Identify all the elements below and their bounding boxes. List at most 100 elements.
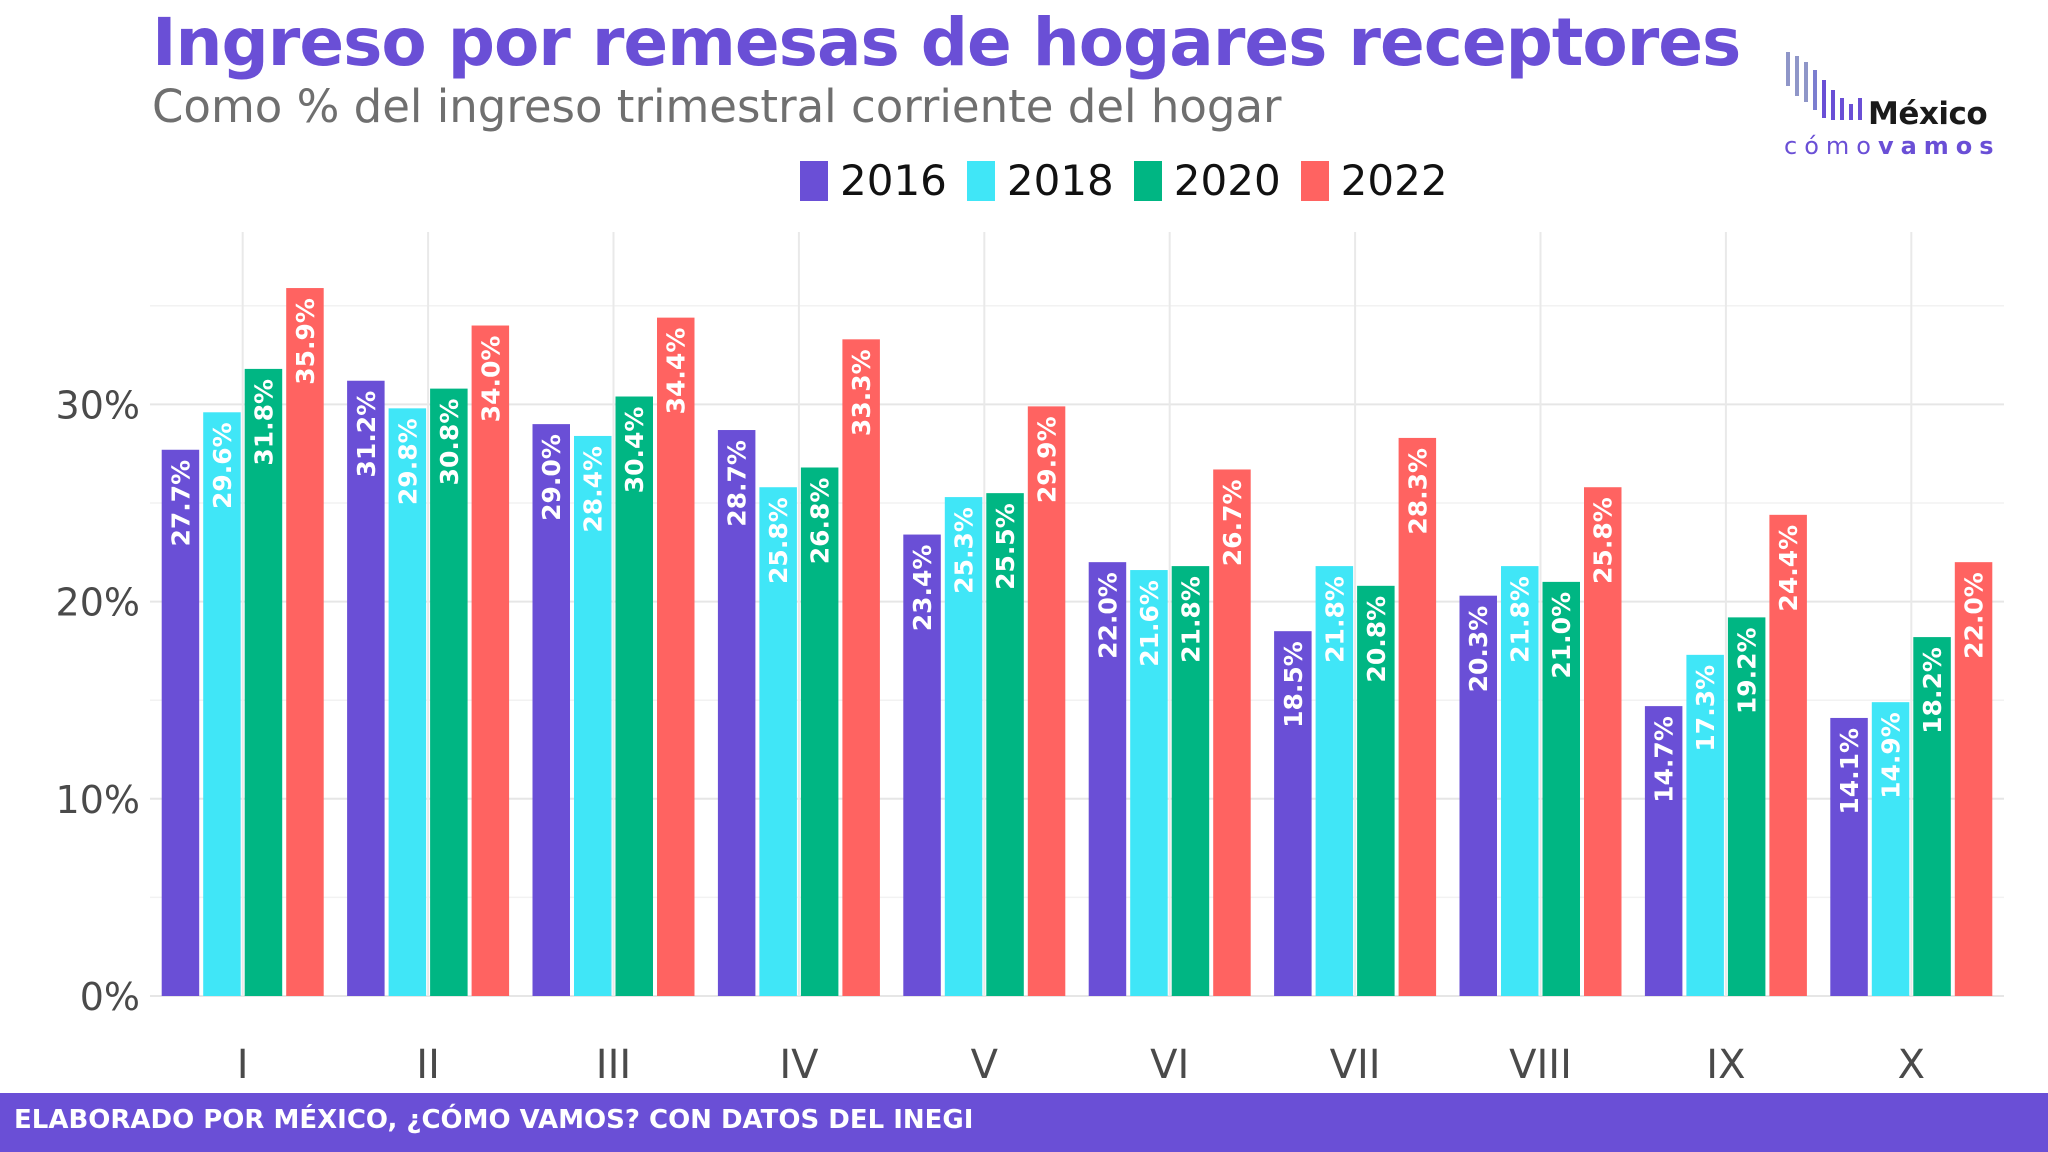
bar-2020-X [1913, 637, 1951, 996]
data-label: 25.8% [1589, 497, 1618, 584]
legend-label: 2020 [1173, 156, 1281, 205]
bar-2016-V [903, 534, 941, 996]
legend-item-2020: 2020 [1133, 156, 1281, 205]
data-label: 26.8% [806, 478, 835, 565]
data-label: 18.2% [1918, 647, 1947, 734]
bar-2018-VI [1130, 570, 1168, 996]
bar-2016-IX [1644, 706, 1683, 996]
logo-tagline-part1: cómo [1784, 132, 1878, 160]
legend-label: 2016 [840, 156, 947, 205]
bar-2022-II [471, 325, 510, 996]
legend-label: 2022 [1340, 156, 1448, 205]
legend-swatch [966, 160, 995, 201]
bar-2018-IV [759, 487, 797, 996]
data-label: 30.4% [620, 407, 649, 494]
bar-2020-I [244, 368, 283, 996]
x-tick-label: I [237, 1042, 249, 1088]
bar-2018-V [944, 497, 983, 996]
logo-name: México [1868, 96, 1988, 132]
bar-2022-IV [842, 339, 880, 997]
bar-2022-X [1954, 562, 1993, 996]
legend-item-2016: 2016 [800, 156, 947, 205]
data-label: 14.7% [1650, 716, 1679, 803]
x-tick-label: V [971, 1042, 999, 1088]
data-label: 21.0% [1547, 592, 1576, 679]
x-tick-label: IV [779, 1042, 819, 1088]
data-label: 35.9% [291, 298, 320, 385]
bar-2022-VII [1398, 437, 1437, 996]
data-label: 19.2% [1733, 627, 1762, 714]
logo: México cómovamos [1782, 52, 2002, 162]
legend-label: 2018 [1006, 156, 1114, 205]
bar-2016-III [532, 424, 570, 996]
bar-2018-X [1871, 702, 1910, 996]
bar-2018-III [574, 435, 612, 996]
bar-chart: 0%10%20%30%I II III IV V VI VII VIII IX X27.7%31.… [56, 232, 2004, 1088]
data-label: 22.0% [1093, 572, 1122, 659]
bar-2016-VII [1274, 631, 1312, 996]
chart-subtitle: Como % del ingreso trimestral corriente … [152, 80, 1282, 133]
data-label: 14.9% [1877, 712, 1906, 799]
y-tick-label: 20% [56, 581, 140, 625]
x-tick-label: II [416, 1042, 440, 1088]
x-tick-label: IX [1706, 1042, 1745, 1088]
bar-2022-I [286, 288, 324, 996]
data-label: 24.4% [1774, 525, 1803, 612]
bar-2018-II [388, 408, 427, 996]
bar-2020-II [430, 388, 468, 996]
bar-2018-VIII [1501, 566, 1539, 996]
bar-2016-II [347, 380, 385, 997]
bar-2020-VIII [1542, 581, 1580, 996]
bar-2020-IV [800, 467, 839, 996]
data-label: 29.8% [393, 418, 422, 505]
bar-2020-V [986, 493, 1024, 996]
footer-credit: ELABORADO POR MÉXICO, ¿CÓMO VAMOS? CON D… [14, 1105, 974, 1135]
x-tick-label: X [1898, 1042, 1925, 1088]
bar-2020-III [615, 396, 653, 997]
data-label: 17.3% [1691, 665, 1720, 752]
data-label: 14.1% [1835, 728, 1864, 815]
bar-2022-V [1027, 406, 1066, 996]
data-label: 21.8% [1320, 576, 1349, 663]
y-tick-label: 30% [56, 383, 140, 427]
data-label: 23.4% [908, 545, 937, 632]
x-tick-label: III [596, 1042, 631, 1088]
x-tick-label: VII [1330, 1042, 1381, 1088]
logo-tagline-part2: vamos [1877, 132, 2001, 160]
chart-legend: 2016 2018 2020 2022 [800, 156, 1468, 205]
footer-bar: ELABORADO POR MÉXICO, ¿CÓMO VAMOS? CON D… [0, 1093, 2048, 1152]
bar-2018-VII [1315, 566, 1354, 996]
bar-2016-IV [717, 430, 756, 996]
x-tick-label: VIII [1509, 1042, 1572, 1088]
legend-item-2022: 2022 [1300, 156, 1448, 205]
data-label: 25.3% [950, 507, 979, 594]
data-label: 21.8% [1176, 576, 1205, 663]
y-tick-label: 0% [80, 975, 140, 1019]
bar-2018-I [203, 412, 241, 997]
data-label: 21.6% [1135, 580, 1164, 667]
bar-2022-III [657, 317, 695, 997]
legend-swatch [1300, 160, 1329, 201]
bar-2020-VII [1357, 585, 1395, 996]
data-label: 22.0% [1960, 572, 1989, 659]
data-label: 25.5% [991, 503, 1020, 590]
data-label: 28.3% [1403, 448, 1432, 535]
data-label: 28.7% [723, 440, 752, 527]
data-label: 25.8% [764, 497, 793, 584]
chart-title: Ingreso por remesas de hogares receptore… [152, 4, 1741, 81]
legend-swatch [1133, 160, 1162, 201]
bar-signal-icon [1786, 52, 1862, 120]
bar-2022-VIII [1584, 487, 1622, 996]
data-label: 20.3% [1464, 606, 1493, 693]
bar-2016-I [161, 449, 200, 997]
x-tick-label: VI [1150, 1042, 1189, 1088]
data-label: 20.8% [1362, 596, 1391, 683]
bar-2016-VI [1088, 562, 1127, 996]
bar-2020-VI [1171, 566, 1210, 996]
bar-2016-VIII [1459, 595, 1497, 996]
data-label: 29.6% [208, 422, 237, 509]
bar-2022-VI [1213, 469, 1251, 996]
legend-swatch [800, 160, 828, 201]
data-label: 29.0% [537, 434, 566, 521]
